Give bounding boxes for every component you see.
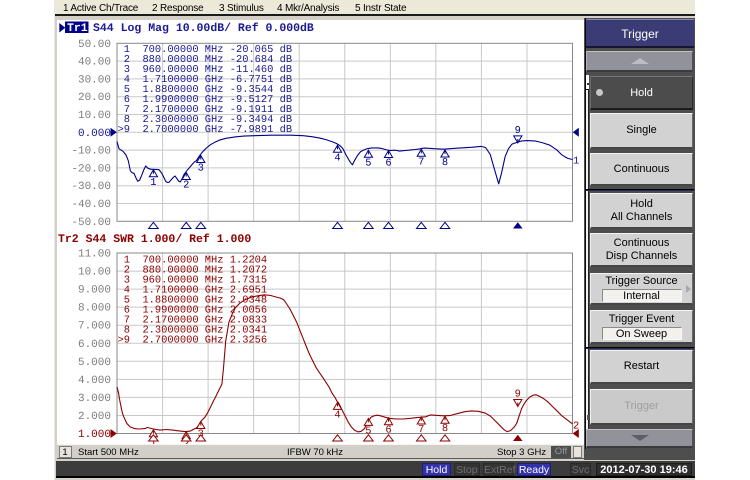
svg-text:6 1.9900000 GHz 2.0056: 6 1.9900000 GHz 2.0056 (118, 305, 268, 317)
svg-text:2: 2 (183, 180, 189, 192)
svg-text:3 960.00000 MHz 1.7315: 3 960.00000 MHz 1.7315 (118, 275, 268, 287)
svg-text:7: 7 (418, 424, 424, 436)
svg-text:0.000: 0.000 (78, 128, 111, 140)
svg-text:10.00: 10.00 (78, 110, 111, 122)
svg-text:5.000: 5.000 (78, 357, 111, 369)
svg-text:8: 8 (442, 423, 448, 435)
svg-text:3: 3 (198, 163, 204, 175)
svg-text:1 700.00000 MHz 1.2204: 1 700.00000 MHz 1.2204 (118, 255, 268, 267)
svg-text:2 880.00000 MHz -20.684 dB: 2 880.00000 MHz -20.684 dB (118, 54, 293, 66)
svg-text:-30.00: -30.00 (71, 181, 111, 193)
svg-text:>9 2.7000000 GHz -7.9891 dB: >9 2.7000000 GHz -7.9891 dB (118, 124, 293, 136)
svg-text:4: 4 (334, 152, 340, 164)
svg-text:7 2.1700000 GHz -9.1911 dB: 7 2.1700000 GHz -9.1911 dB (118, 104, 293, 116)
svg-text:5: 5 (365, 157, 371, 169)
svg-text:9: 9 (515, 125, 521, 137)
svg-text:10.00: 10.00 (78, 267, 111, 279)
svg-text:-50.00: -50.00 (71, 217, 111, 229)
svg-text:7 2.1700000 GHz 2.0833: 7 2.1700000 GHz 2.0833 (118, 315, 268, 327)
svg-text:6 1.9900000 GHz -9.5127 dB: 6 1.9900000 GHz -9.5127 dB (118, 94, 293, 106)
svg-text:4 1.7100000 GHz 2.6951: 4 1.7100000 GHz 2.6951 (118, 285, 268, 297)
svg-text:8 2.3000000 GHz -9.3494 dB: 8 2.3000000 GHz -9.3494 dB (118, 114, 293, 126)
svg-text:6: 6 (385, 425, 391, 437)
svg-text:3.000: 3.000 (78, 393, 111, 405)
svg-text:20.00: 20.00 (78, 92, 111, 104)
svg-text:1: 1 (150, 177, 156, 189)
svg-text:30.00: 30.00 (78, 74, 111, 86)
svg-text:Tr1: Tr1 (67, 22, 88, 35)
svg-text:9.000: 9.000 (78, 285, 111, 297)
svg-text:4 1.7100000 GHz -6.7751 dB: 4 1.7100000 GHz -6.7751 dB (118, 74, 293, 86)
svg-text:-20.00: -20.00 (71, 163, 111, 175)
svg-text:8: 8 (442, 157, 448, 169)
svg-text:3 960.00000 MHz -11.460 dB: 3 960.00000 MHz -11.460 dB (118, 64, 293, 76)
svg-text:S44 Log Mag 10.00dB/ Ref 0.000: S44 Log Mag 10.00dB/ Ref 0.000dB (93, 22, 314, 35)
svg-text:1.000: 1.000 (78, 429, 111, 441)
svg-text:11.00: 11.00 (78, 249, 111, 261)
svg-text:5 1.8800000 GHz 2.0348: 5 1.8800000 GHz 2.0348 (118, 295, 268, 307)
svg-text:6: 6 (385, 158, 391, 170)
svg-text:Tr2 S44 SWR 1.000/ Ref 1.000: Tr2 S44 SWR 1.000/ Ref 1.000 (58, 233, 251, 246)
svg-text:1 700.00000 MHz -20.065 dB: 1 700.00000 MHz -20.065 dB (118, 44, 293, 56)
svg-text:2: 2 (573, 421, 579, 433)
svg-text:2 880.00000 MHz 1.2072: 2 880.00000 MHz 1.2072 (118, 265, 268, 277)
svg-text:>9 2.7000000 GHz 2.3256: >9 2.7000000 GHz 2.3256 (118, 335, 268, 347)
svg-text:5 1.8800000 GHz -9.3544 dB: 5 1.8800000 GHz -9.3544 dB (118, 84, 293, 96)
svg-text:2.000: 2.000 (78, 411, 111, 423)
svg-text:40.00: 40.00 (78, 57, 111, 69)
svg-text:7: 7 (418, 156, 424, 168)
svg-text:8.000: 8.000 (78, 303, 111, 315)
svg-text:8 2.3000000 GHz 2.0341: 8 2.3000000 GHz 2.0341 (118, 325, 268, 337)
svg-text:4.000: 4.000 (78, 375, 111, 387)
svg-text:-10.00: -10.00 (71, 146, 111, 158)
svg-text:7.000: 7.000 (78, 321, 111, 333)
svg-text:50.00: 50.00 (78, 39, 111, 51)
svg-text:4: 4 (334, 409, 340, 421)
svg-text:9: 9 (515, 389, 521, 401)
svg-text:1: 1 (573, 156, 579, 168)
svg-text:5: 5 (365, 425, 371, 437)
svg-text:6.000: 6.000 (78, 339, 111, 351)
svg-text:-40.00: -40.00 (71, 199, 111, 211)
